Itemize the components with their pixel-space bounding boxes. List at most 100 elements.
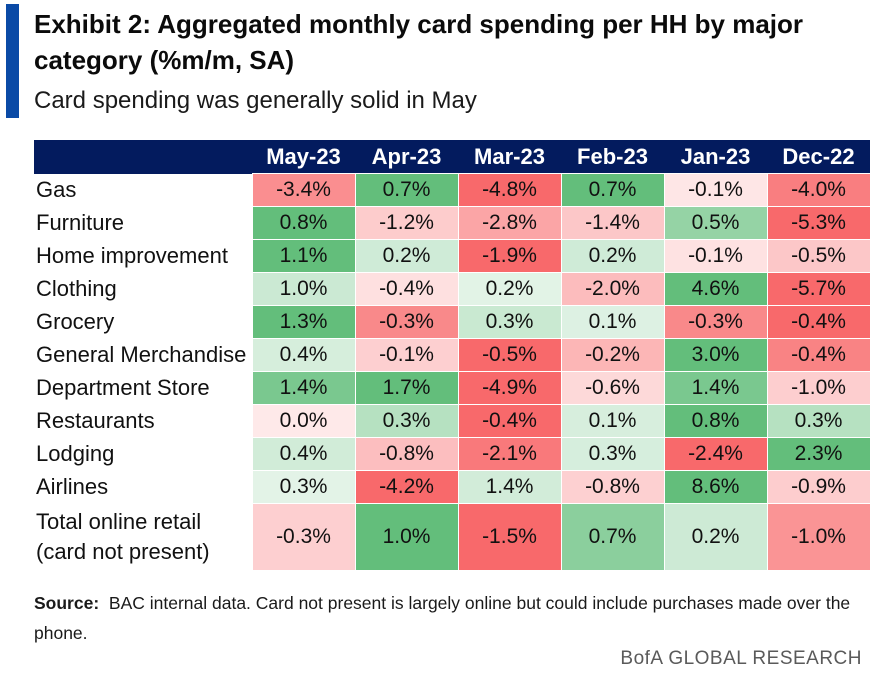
column-header: May-23	[252, 140, 355, 174]
value-cell: 8.6%	[663, 470, 768, 504]
value-cell: -4.9%	[457, 371, 562, 405]
value-cell: 0.5%	[663, 206, 768, 240]
value-cell: -0.4%	[766, 305, 871, 339]
table-row: Furniture 0.8% -1.2% -2.8% -1.4% 0.5% -5.3%	[34, 206, 871, 240]
table-row: Restaurants 0.0% 0.3% -0.4% 0.1% 0.8% 0.3%	[34, 404, 871, 438]
value-cell: -2.0%	[560, 272, 665, 306]
value-cell: 0.2%	[663, 503, 768, 571]
value-cell: -5.7%	[766, 272, 871, 306]
value-cell: 2.3%	[766, 437, 871, 471]
row-label: Department Store	[34, 371, 252, 405]
value-cell: -1.0%	[766, 371, 871, 405]
value-cell: 1.0%	[354, 503, 459, 571]
row-label-line: (card not present)	[36, 539, 210, 564]
row-label-line: Total online retail	[36, 509, 202, 534]
value-cell: 1.4%	[251, 371, 356, 405]
value-cell: 1.0%	[251, 272, 356, 306]
value-cell: -0.8%	[354, 437, 459, 471]
value-cell: 0.2%	[560, 239, 665, 273]
value-cell: -0.4%	[457, 404, 562, 438]
value-cell: 1.7%	[354, 371, 459, 405]
value-cell: -5.3%	[766, 206, 871, 240]
value-cell: 0.2%	[354, 239, 459, 273]
value-cell: 0.3%	[560, 437, 665, 471]
value-cell: 0.1%	[560, 305, 665, 339]
value-cell: -0.2%	[560, 338, 665, 372]
value-cell: -1.5%	[457, 503, 562, 571]
value-cell: -4.0%	[766, 173, 871, 207]
value-cell: -0.1%	[354, 338, 459, 372]
value-cell: 0.4%	[251, 437, 356, 471]
table-row: Total online retail (card not present) -0.…	[34, 503, 871, 571]
value-cell: -0.6%	[560, 371, 665, 405]
value-cell: -3.4%	[251, 173, 356, 207]
table-row: Clothing 1.0% -0.4% 0.2% -2.0% 4.6% -5.7%	[34, 272, 871, 306]
value-cell: 0.0%	[251, 404, 356, 438]
table-row: General Merchandise 0.4% -0.1% -0.5% -0.2% 3.…	[34, 338, 871, 372]
heatmap-table: May-23 Apr-23 Mar-23 Feb-23 Jan-23 Dec-2…	[34, 140, 871, 571]
column-header: Dec-22	[767, 140, 870, 174]
value-cell: 4.6%	[663, 272, 768, 306]
value-cell: 0.8%	[663, 404, 768, 438]
value-cell: -1.0%	[766, 503, 871, 571]
value-cell: -0.3%	[663, 305, 768, 339]
row-label: Grocery	[34, 305, 252, 339]
source-text: BAC internal data. Card not present is l…	[34, 593, 851, 643]
value-cell: -0.3%	[354, 305, 459, 339]
value-cell: -2.1%	[457, 437, 562, 471]
table-row: Grocery 1.3% -0.3% 0.3% 0.1% -0.3% -0.4%	[34, 305, 871, 339]
value-cell: 1.3%	[251, 305, 356, 339]
source-note: Source: BAC internal data. Card not pres…	[34, 588, 854, 648]
row-label: Gas	[34, 173, 252, 207]
value-cell: -4.2%	[354, 470, 459, 504]
value-cell: 0.7%	[560, 173, 665, 207]
value-cell: 3.0%	[663, 338, 768, 372]
value-cell: -0.8%	[560, 470, 665, 504]
source-label: Source:	[34, 593, 100, 613]
brand-label: BofA GLOBAL RESEARCH	[620, 648, 862, 669]
value-cell: 0.4%	[251, 338, 356, 372]
value-cell: -0.1%	[663, 173, 768, 207]
row-label: Total online retail (card not present)	[34, 503, 252, 571]
column-header: Mar-23	[458, 140, 561, 174]
value-cell: 1.4%	[663, 371, 768, 405]
value-cell: -4.8%	[457, 173, 562, 207]
value-cell: -0.4%	[354, 272, 459, 306]
column-header: Jan-23	[664, 140, 767, 174]
value-cell: -0.4%	[766, 338, 871, 372]
value-cell: -0.3%	[251, 503, 356, 571]
table-row: Gas -3.4% 0.7% -4.8% 0.7% -0.1% -4.0%	[34, 173, 871, 207]
row-label: Lodging	[34, 437, 252, 471]
table-row: Department Store 1.4% 1.7% -4.9% -0.6% 1.4% -1…	[34, 371, 871, 405]
value-cell: 0.8%	[251, 206, 356, 240]
accent-bar	[6, 4, 19, 118]
value-cell: 0.1%	[560, 404, 665, 438]
chart-subtitle: Card spending was generally solid in May	[34, 87, 477, 114]
table-row: Home improvement 1.1% 0.2% -1.9% 0.2% -0.1% -0…	[34, 239, 871, 273]
value-cell: 0.7%	[560, 503, 665, 571]
row-label: Clothing	[34, 272, 252, 306]
value-cell: 0.3%	[354, 404, 459, 438]
row-label: Restaurants	[34, 404, 252, 438]
value-cell: -0.9%	[766, 470, 871, 504]
header-row: May-23 Apr-23 Mar-23 Feb-23 Jan-23 Dec-2…	[34, 140, 870, 174]
column-header: Feb-23	[561, 140, 664, 174]
value-cell: -0.5%	[766, 239, 871, 273]
column-header: Apr-23	[355, 140, 458, 174]
value-cell: 0.2%	[457, 272, 562, 306]
row-label: Furniture	[34, 206, 252, 240]
value-cell: -0.5%	[457, 338, 562, 372]
value-cell: 1.4%	[457, 470, 562, 504]
value-cell: 1.1%	[251, 239, 356, 273]
value-cell: 0.3%	[251, 470, 356, 504]
value-cell: -0.1%	[663, 239, 768, 273]
value-cell: -1.2%	[354, 206, 459, 240]
value-cell: -2.8%	[457, 206, 562, 240]
value-cell: 0.7%	[354, 173, 459, 207]
value-cell: 0.3%	[766, 404, 871, 438]
table-row: Airlines 0.3% -4.2% 1.4% -0.8% 8.6% -0.9%	[34, 470, 871, 504]
table-row: Lodging 0.4% -0.8% -2.1% 0.3% -2.4% 2.3%	[34, 437, 871, 471]
value-cell: -1.9%	[457, 239, 562, 273]
value-cell: -1.4%	[560, 206, 665, 240]
value-cell: -2.4%	[663, 437, 768, 471]
